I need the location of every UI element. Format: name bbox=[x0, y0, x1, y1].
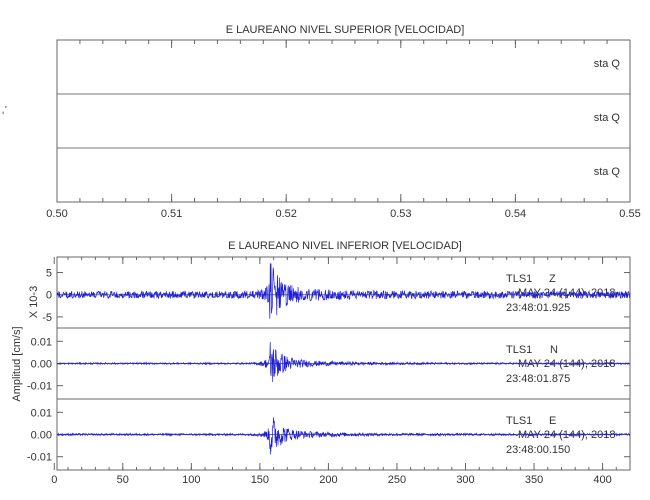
channel-z: 5 0 -5 bbox=[42, 263, 631, 324]
x-tick-label: 0 bbox=[51, 474, 57, 486]
station-label: TLS1 bbox=[506, 273, 532, 285]
station-label: TLS1 bbox=[506, 344, 532, 356]
seismic-trace bbox=[56, 417, 631, 455]
upper-x-axis: 0.50 0.51 0.52 0.53 0.54 0.55 bbox=[46, 40, 641, 220]
y-exponent-label: X 10-3 bbox=[28, 286, 40, 318]
component-label: E bbox=[549, 415, 556, 427]
channel-n: 0.01 0.00 -0.01 bbox=[27, 336, 631, 393]
component-label: Z bbox=[549, 273, 556, 285]
y-tick-label: 0.01 bbox=[31, 407, 52, 419]
time-label: 23:48:01.875 bbox=[506, 373, 570, 385]
upper-plot-frame bbox=[56, 39, 631, 203]
y-tick-label: 0.00 bbox=[31, 359, 52, 371]
lower-panel: E LAUREANO NIVEL INFERIOR [VELOCIDAD] Am… bbox=[11, 240, 631, 486]
channel-e: 0.01 0.00 -0.01 bbox=[27, 407, 631, 464]
x-tick-label: 0.54 bbox=[505, 208, 526, 220]
y-tick-label: 0.01 bbox=[31, 336, 52, 348]
y-tick-label: -0.01 bbox=[27, 381, 52, 393]
component-label: N bbox=[550, 344, 558, 356]
y-tick-label: 0 bbox=[46, 290, 52, 302]
y-tick-label: 0.00 bbox=[31, 430, 52, 442]
seismic-trace bbox=[56, 341, 631, 382]
upper-left-axis-label: - , bbox=[0, 106, 9, 115]
x-tick-label: 0.53 bbox=[390, 208, 411, 220]
y-axis-label: Amplitud [cm/s] bbox=[11, 326, 23, 401]
lower-channels: 5 0 -5 0.01 0.00 -0.01 0.01 0.00 -0.01 bbox=[27, 263, 631, 464]
x-tick-label: 0.50 bbox=[46, 208, 67, 220]
time-label: 23:48:00.150 bbox=[506, 444, 570, 456]
x-tick-label: 350 bbox=[525, 474, 543, 486]
x-tick-label: 0.51 bbox=[161, 208, 182, 220]
y-tick-label: -0.01 bbox=[27, 452, 52, 464]
upper-channel-label: sta Q bbox=[594, 166, 621, 178]
channel-e-annotation: TLS1 E MAY 24 (144), 2018 23:48:00.150 bbox=[506, 415, 615, 456]
x-tick-label: 150 bbox=[251, 474, 269, 486]
x-tick-label: 0.55 bbox=[619, 208, 640, 220]
x-tick-label: 300 bbox=[456, 474, 474, 486]
x-tick-label: 400 bbox=[593, 474, 611, 486]
x-tick-label: 200 bbox=[319, 474, 337, 486]
lower-x-axis: 0 50 100 150 200 250 300 350 400 bbox=[51, 257, 617, 486]
x-tick-label: 0.52 bbox=[275, 208, 296, 220]
upper-panel-title: E LAUREANO NIVEL SUPERIOR [VELOCIDAD] bbox=[226, 24, 465, 36]
station-label: TLS1 bbox=[506, 415, 532, 427]
upper-channel-label: sta Q bbox=[594, 58, 621, 70]
lower-panel-title: E LAUREANO NIVEL INFERIOR [VELOCIDAD] bbox=[228, 240, 462, 252]
y-tick-label: 5 bbox=[46, 268, 52, 280]
y-tick-label: -5 bbox=[42, 312, 52, 324]
upper-channel-label: sta Q bbox=[594, 112, 621, 124]
x-tick-label: 50 bbox=[117, 474, 129, 486]
seismic-trace bbox=[56, 263, 631, 319]
upper-panel: E LAUREANO NIVEL SUPERIOR [VELOCIDAD] st… bbox=[0, 24, 641, 220]
x-tick-label: 250 bbox=[388, 474, 406, 486]
time-label: 23:48:01.925 bbox=[506, 302, 570, 314]
x-tick-label: 100 bbox=[182, 474, 200, 486]
